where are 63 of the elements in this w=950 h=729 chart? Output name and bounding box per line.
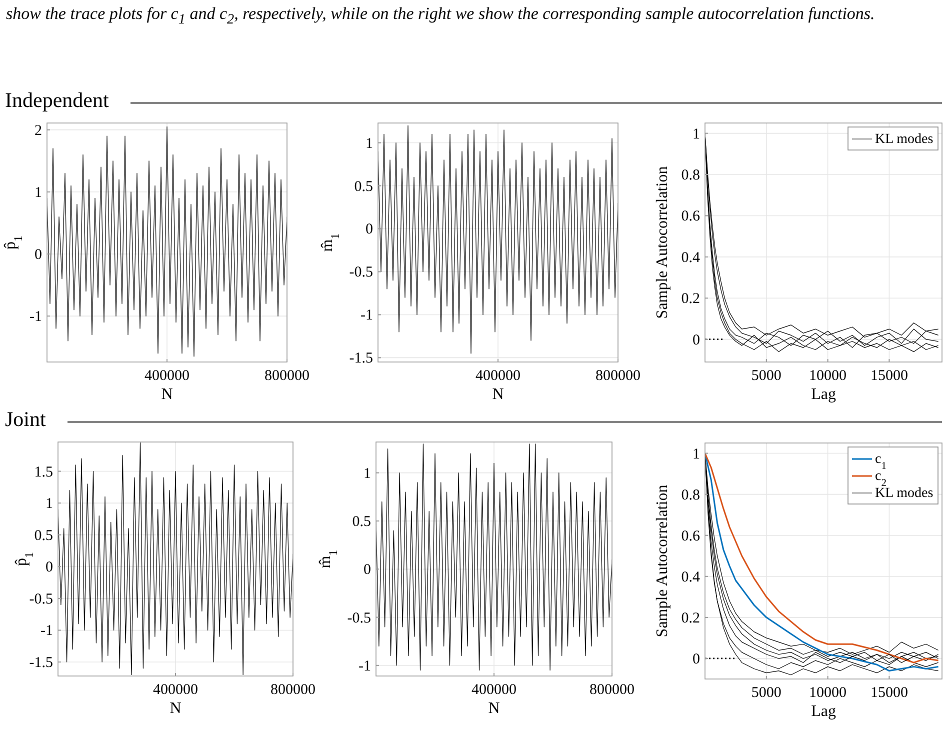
y-tick-label: 0.6 bbox=[681, 208, 700, 225]
y-axis-title: Sample Autocorrelation bbox=[654, 166, 671, 319]
y-tick-label: 0 bbox=[692, 332, 700, 348]
y-tick-label: 0.8 bbox=[681, 487, 700, 504]
text: show the trace plots for c$_{1}$ and c$_{2}$, respectively, while on the right we show the corresponding sample autocorrelation functions. bbox=[6, 3, 876, 30]
y-tick-label: 0 bbox=[46, 560, 53, 576]
chart-title: Joint bbox=[5, 407, 46, 431]
x-tick-label: 15000 bbox=[870, 368, 908, 384]
y-axis-title: Sample Autocorrelation bbox=[654, 484, 671, 638]
legend-label: KL modes bbox=[875, 132, 934, 147]
y-tick-label: 0.6 bbox=[681, 528, 700, 544]
y-tick-label: 0 bbox=[34, 246, 42, 263]
x-axis-title: N bbox=[170, 700, 182, 717]
x-tick-label: 400000 bbox=[476, 368, 520, 384]
y-tick-label: 1 bbox=[46, 496, 53, 512]
y-tick-label: 0.8 bbox=[681, 168, 700, 184]
y-tick-label: 1 bbox=[366, 136, 373, 152]
y-tick-label: 0.5 bbox=[354, 178, 373, 195]
chart-title: Independent bbox=[5, 88, 109, 112]
x-tick-label: 400000 bbox=[472, 682, 516, 698]
y-tick-label: -1 bbox=[30, 309, 42, 326]
y-tick-label: 0.5 bbox=[34, 528, 53, 544]
x-tick-label: 5000 bbox=[751, 685, 782, 701]
y-tick-label: 1 bbox=[692, 446, 700, 462]
y-tick-label: -0.5 bbox=[347, 610, 371, 626]
y-tick-label: 1.5 bbox=[34, 464, 53, 480]
y-tick-label: 0 bbox=[366, 222, 373, 238]
x-tick-label: 800000 bbox=[264, 368, 310, 384]
x-tick-label: 10000 bbox=[809, 685, 847, 701]
x-axis-title: N bbox=[492, 386, 504, 403]
y-tick-label: 0.4 bbox=[681, 569, 700, 586]
x-tick-label: 15000 bbox=[870, 685, 908, 701]
y-tick-label: 0 bbox=[692, 651, 700, 668]
x-tick-label: 800000 bbox=[596, 368, 640, 384]
y-tick-label: 0.2 bbox=[681, 291, 700, 308]
y-tick-label: 1 bbox=[34, 184, 42, 201]
y-tick-label: 2 bbox=[34, 122, 42, 139]
x-tick-label: 400000 bbox=[144, 368, 190, 384]
x-tick-label: 5000 bbox=[751, 368, 782, 384]
x-axis-title: N bbox=[488, 700, 500, 717]
x-tick-label: 800000 bbox=[590, 682, 634, 698]
y-tick-label: 1 bbox=[692, 126, 700, 142]
x-axis-title: Lag bbox=[811, 703, 836, 720]
y-tick-label: 0.5 bbox=[352, 514, 371, 530]
y-tick-label: -1.5 bbox=[29, 655, 53, 672]
legend-label: c$_{2}$ bbox=[875, 469, 886, 488]
y-tick-label: -1 bbox=[360, 308, 373, 324]
y-tick-label: 1 bbox=[364, 466, 371, 482]
legend-label: KL modes bbox=[875, 486, 934, 501]
x-axis-title: Lag bbox=[811, 386, 836, 403]
y-tick-label: 0.4 bbox=[681, 250, 700, 266]
y-tick-label: -1.5 bbox=[349, 350, 373, 367]
legend-label: c$_{1}$ bbox=[875, 452, 886, 472]
x-axis-title: N bbox=[161, 386, 174, 403]
x-tick-label: 400000 bbox=[153, 682, 198, 698]
y-tick-label: 0.2 bbox=[681, 610, 700, 626]
y-tick-label: -1 bbox=[40, 623, 53, 640]
y-tick-label: -1 bbox=[358, 658, 371, 674]
y-tick-label: -0.5 bbox=[349, 264, 373, 281]
y-tick-label: 0 bbox=[364, 562, 371, 578]
y-tick-label: -0.5 bbox=[29, 591, 53, 608]
x-tick-label: 800000 bbox=[270, 682, 316, 698]
x-tick-label: 10000 bbox=[809, 368, 847, 384]
